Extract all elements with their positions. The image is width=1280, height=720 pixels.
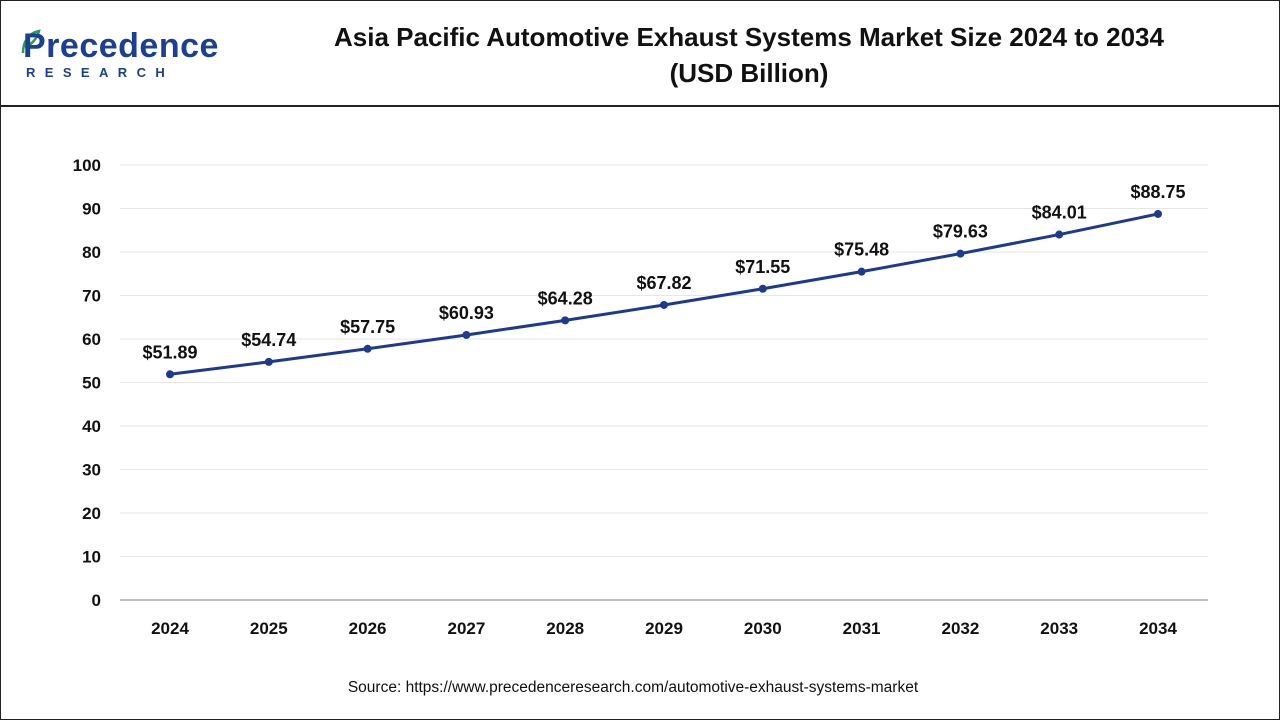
- y-tick-label: 50: [82, 374, 101, 393]
- x-tick-label: 2029: [645, 619, 683, 638]
- x-tick-label: 2030: [744, 619, 782, 638]
- data-point: [561, 316, 570, 325]
- x-tick-label: 2034: [1139, 619, 1177, 638]
- x-tick-label: 2031: [843, 619, 881, 638]
- x-tick-label: 2033: [1040, 619, 1078, 638]
- y-tick-label: 10: [82, 548, 101, 567]
- data-label: $84.01: [1032, 203, 1087, 223]
- y-tick-label: 90: [82, 200, 101, 219]
- y-tick-label: 40: [82, 417, 101, 436]
- x-tick-label: 2032: [941, 619, 979, 638]
- data-label: $88.75: [1130, 182, 1185, 202]
- data-point: [1055, 230, 1064, 239]
- data-point: [1154, 209, 1162, 218]
- leaf-icon: [21, 29, 41, 54]
- x-tick-label: 2024: [151, 619, 189, 638]
- chart-title-line1: Asia Pacific Automotive Exhaust Systems …: [334, 22, 1164, 52]
- x-tick-label: 2025: [250, 619, 288, 638]
- source-note: Source: https://www.precedenceresearch.c…: [347, 679, 919, 696]
- data-label: $54.74: [241, 330, 296, 350]
- data-point: [166, 370, 174, 379]
- data-point: [363, 344, 372, 353]
- data-label: $79.63: [933, 222, 988, 242]
- chart-header: Precedence RESEARCH Asia Pacific Automot…: [1, 1, 1279, 107]
- brand-name: Precedence: [23, 27, 219, 65]
- x-tick-label: 2028: [546, 619, 584, 638]
- x-tick-label: 2026: [349, 619, 387, 638]
- y-tick-label: 30: [82, 461, 101, 480]
- data-label: $67.82: [636, 273, 691, 293]
- data-label: $60.93: [439, 303, 494, 323]
- x-tick-label: 2027: [447, 619, 485, 638]
- y-tick-label: 80: [82, 243, 101, 262]
- data-point: [462, 330, 471, 339]
- y-tick-label: 20: [82, 504, 101, 523]
- y-tick-label: 0: [92, 591, 101, 610]
- data-label: $71.55: [735, 257, 790, 277]
- y-tick-label: 70: [82, 287, 101, 306]
- data-label: $57.75: [340, 317, 395, 337]
- series-line: [169, 212, 1159, 376]
- data-point: [956, 249, 965, 258]
- y-tick-label: 100: [73, 156, 101, 175]
- chart-title-line2: (USD Billion): [669, 58, 829, 88]
- data-label: $51.89: [142, 342, 197, 362]
- y-tick-label: 60: [82, 330, 101, 349]
- data-point: [758, 284, 767, 293]
- data-label: $64.28: [538, 288, 593, 308]
- data-point: [264, 357, 273, 366]
- brand-tagline: RESEARCH: [26, 65, 175, 80]
- data-label: $75.48: [834, 240, 889, 260]
- brand-logo: Precedence RESEARCH: [21, 25, 223, 85]
- data-point: [857, 267, 866, 276]
- chart-title: Asia Pacific Automotive Exhaust Systems …: [241, 19, 1257, 91]
- data-point: [660, 300, 668, 309]
